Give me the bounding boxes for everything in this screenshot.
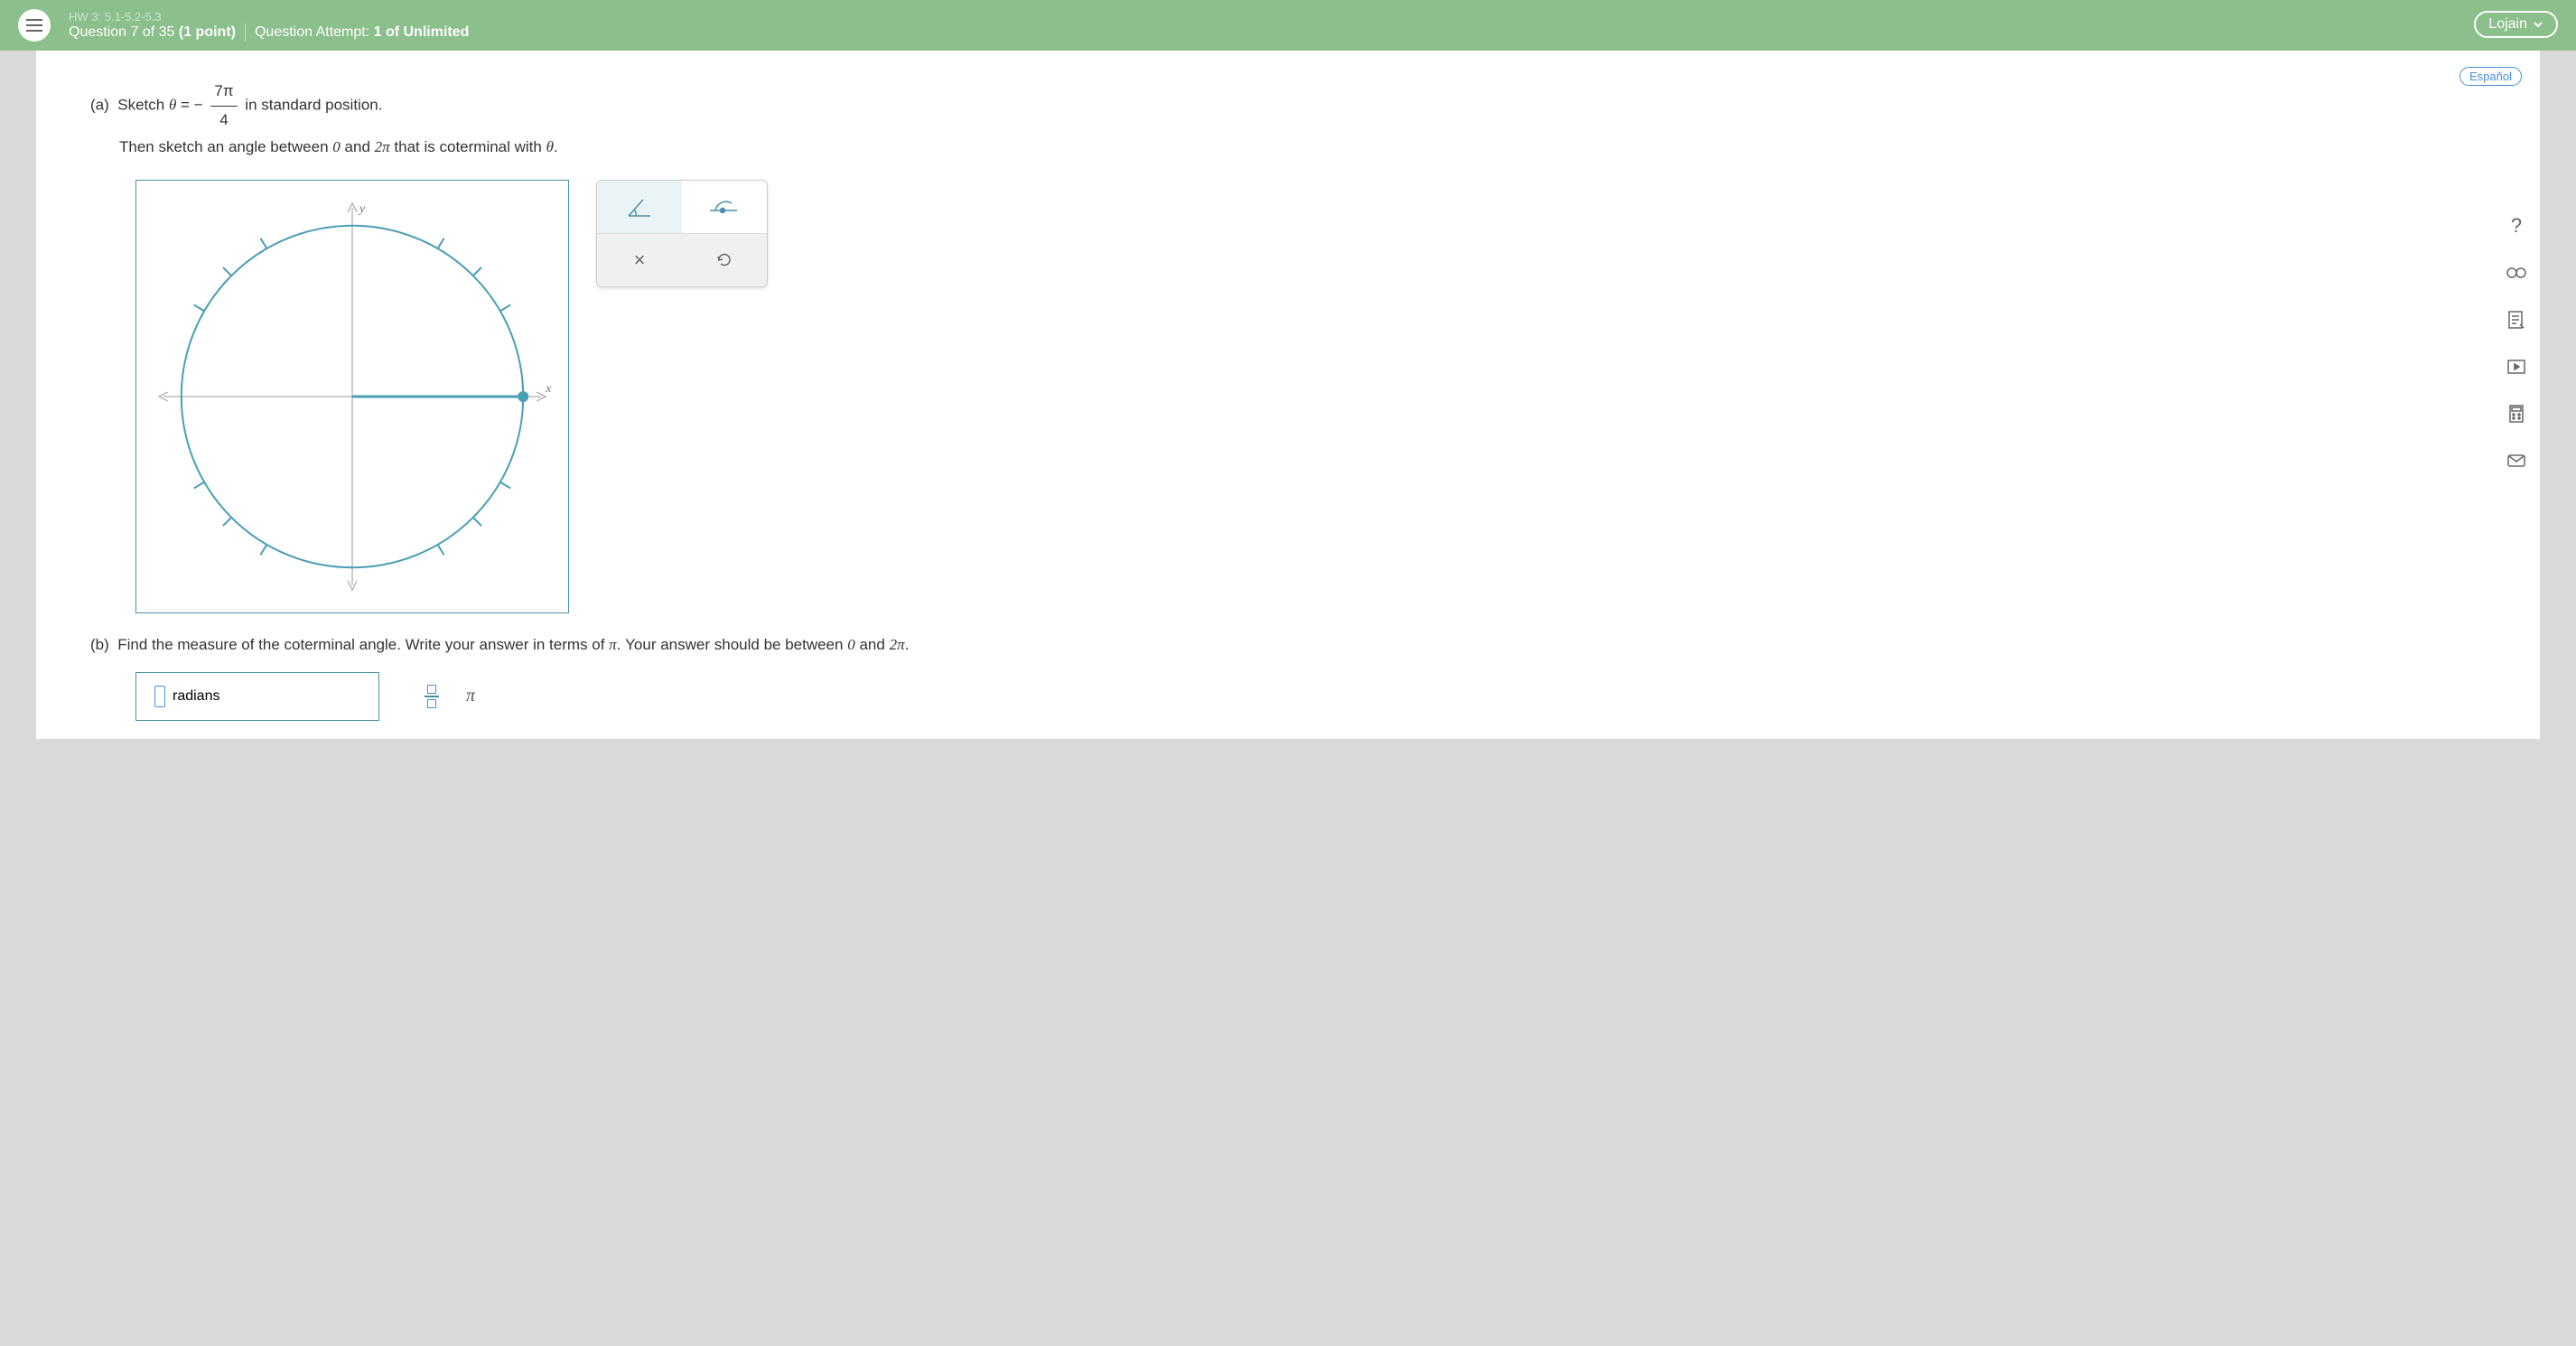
header-text: HW 3: 5.1-5.2-5.3 Question 7 of 35 (1 po…	[69, 10, 469, 42]
fraction-button[interactable]	[425, 685, 439, 708]
curve-angle-tool[interactable]	[682, 181, 767, 233]
answer-unit: radians	[173, 688, 219, 705]
hamburger-icon	[26, 19, 42, 32]
video-button[interactable]	[2504, 354, 2529, 379]
answer-input-box[interactable]: radians	[135, 672, 379, 721]
angle-icon	[625, 194, 654, 220]
close-icon: ×	[634, 248, 646, 272]
content: Español (a) Sketch θ = − 7π4 in standard…	[36, 51, 2540, 739]
help-icon: ?	[2511, 214, 2522, 238]
mail-icon	[2506, 453, 2526, 468]
link-button[interactable]	[2504, 260, 2529, 285]
notes-icon	[2507, 310, 2525, 330]
calculator-button[interactable]	[2504, 401, 2529, 426]
symbol-palette: π	[406, 678, 493, 715]
curve-angle-icon	[708, 194, 741, 220]
chevron-down-icon	[2533, 19, 2543, 30]
part-b-text: (b) Find the measure of the coterminal a…	[90, 636, 2486, 654]
attempt-label: Question Attempt: 1 of Unlimited	[255, 24, 469, 41]
x-axis-label: x	[545, 382, 552, 396]
pi-button[interactable]: π	[466, 686, 475, 706]
user-name: Lojain	[2488, 16, 2527, 33]
mail-button[interactable]	[2504, 448, 2529, 473]
language-button[interactable]: Español	[2459, 67, 2522, 86]
notes-button[interactable]	[2504, 307, 2529, 332]
side-toolbar: ?	[2504, 213, 2529, 473]
undo-icon	[715, 251, 733, 269]
graph-canvas[interactable]: x y	[135, 180, 569, 613]
hw-title: HW 3: 5.1-5.2-5.3	[69, 10, 469, 23]
unit-circle-graph: x y	[136, 181, 568, 612]
calculator-icon	[2508, 404, 2525, 424]
graph-toolbox: ×	[596, 180, 768, 287]
header: HW 3: 5.1-5.2-5.3 Question 7 of 35 (1 po…	[0, 0, 2576, 51]
part-a-text: (a) Sketch θ = − 7π4 in standard positio…	[90, 78, 2486, 162]
y-axis-label: y	[358, 202, 366, 216]
question-label: Question 7 of 35 (1 point)	[69, 24, 236, 41]
answer-cursor	[154, 686, 165, 707]
undo-tool[interactable]	[682, 234, 767, 286]
play-icon	[2506, 359, 2526, 375]
divider	[245, 23, 246, 42]
help-button[interactable]: ?	[2504, 213, 2529, 238]
clear-tool[interactable]: ×	[597, 234, 682, 286]
menu-button[interactable]	[18, 9, 51, 42]
link-icon	[2506, 266, 2526, 279]
user-menu[interactable]: Lojain	[2474, 11, 2558, 38]
angle-tool[interactable]	[597, 181, 682, 233]
